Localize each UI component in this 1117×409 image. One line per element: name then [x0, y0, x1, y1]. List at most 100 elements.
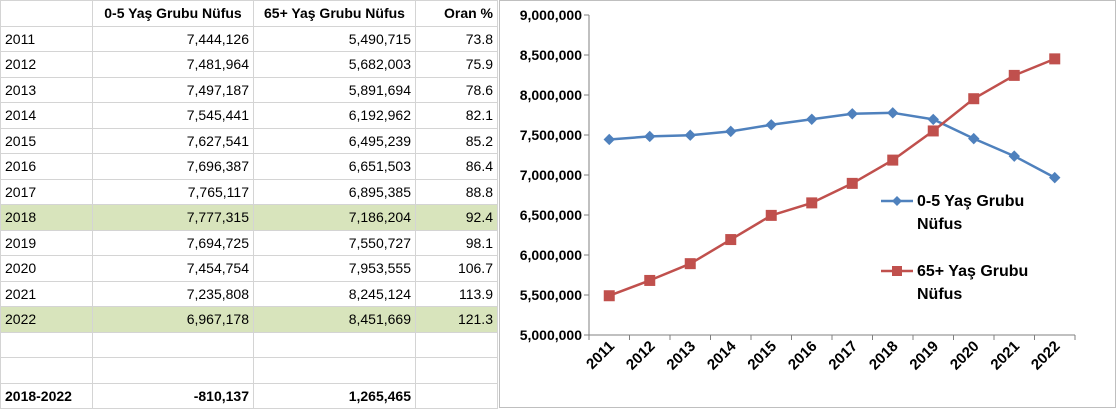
table-cell[interactable] [0, 331, 93, 358]
table-cell[interactable] [0, 357, 93, 384]
table-cell[interactable]: 5,682,003 [253, 51, 416, 78]
data-point [1008, 69, 1020, 81]
y-tick-label: 8,500,000 [520, 47, 582, 63]
table-cell[interactable]: 78.6 [415, 76, 498, 103]
table-cell[interactable]: 5,490,715 [253, 25, 416, 52]
data-point [887, 154, 899, 166]
table-cell[interactable] [92, 331, 254, 358]
table-cell[interactable] [0, 0, 93, 27]
data-point [1049, 53, 1061, 65]
table-total-row: 2018-2022 -810,137 1,265,465 [0, 382, 498, 409]
table-cell[interactable]: 7,550,727 [253, 229, 416, 256]
data-point [725, 234, 737, 246]
y-tick-label: 6,500,000 [520, 207, 582, 223]
data-point [846, 108, 858, 120]
table-cell[interactable]: 85.2 [415, 127, 498, 154]
table-cell[interactable]: 6,192,962 [253, 102, 416, 129]
table-cell[interactable]: 2022 [0, 306, 93, 333]
data-point [1008, 150, 1020, 162]
table-cell[interactable]: 2020 [0, 255, 93, 282]
table-cell[interactable] [415, 357, 498, 384]
table-cell[interactable]: 2011 [0, 25, 93, 52]
table-cell[interactable]: 7,481,964 [92, 51, 254, 78]
data-point [887, 107, 899, 119]
table-cell[interactable]: 7,545,441 [92, 102, 254, 129]
table-row: 2022 6,967,178 8,451,669 121.3 [0, 306, 498, 333]
series-line-1 [609, 111, 1056, 179]
table-cell[interactable]: 7,953,555 [253, 255, 416, 282]
table-cell[interactable]: 2016 [0, 153, 93, 180]
table-cell[interactable]: 8,245,124 [253, 280, 416, 307]
data-point [806, 197, 818, 209]
table-cell[interactable]: 5,891,694 [253, 76, 416, 103]
data-point [684, 258, 696, 270]
table-cell[interactable] [415, 331, 498, 358]
table-cell[interactable]: 6,651,503 [253, 153, 416, 180]
table-cell[interactable]: 113.9 [415, 280, 498, 307]
table-cell[interactable]: 2017 [0, 178, 93, 205]
table-cell[interactable]: 7,694,725 [92, 229, 254, 256]
data-point [846, 177, 858, 189]
table-cell[interactable]: 7,627,541 [92, 127, 254, 154]
y-tick-label: 7,500,000 [520, 127, 582, 143]
y-tick-label: 8,000,000 [520, 87, 582, 103]
empty-row [0, 331, 498, 358]
table-row: 2016 7,696,387 6,651,503 86.4 [0, 153, 498, 180]
table-row: 2018 7,777,315 7,186,204 92.4 [0, 204, 498, 231]
table-cell[interactable]: 7,444,126 [92, 25, 254, 52]
table-header-row: 0-5 Yaş Grubu Nüfus 65+ Yaş Grubu Nüfus Or… [0, 0, 498, 27]
data-point [1049, 171, 1061, 184]
data-point [927, 125, 939, 137]
table-cell[interactable]: Oran % [415, 0, 498, 27]
table-cell[interactable]: 92.4 [415, 204, 498, 231]
table-cell[interactable] [92, 357, 254, 384]
table-cell[interactable]: 2012 [0, 51, 93, 78]
table-cell[interactable] [253, 357, 416, 384]
data-point [603, 133, 615, 146]
data-point [644, 274, 656, 286]
table-cell[interactable]: 65+ Yaş Grubu Nüfus [253, 0, 416, 27]
table-cell[interactable]: 2021 [0, 280, 93, 307]
table-cell[interactable]: 7,186,204 [253, 204, 416, 231]
series-line-2 [608, 57, 1056, 297]
table-cell[interactable]: 2014 [0, 102, 93, 129]
table-cell[interactable]: 7,777,315 [92, 204, 254, 231]
table-cell[interactable]: 73.8 [415, 25, 498, 52]
table-row: 2015 7,627,541 6,495,239 85.2 [0, 127, 498, 154]
table-cell[interactable] [253, 331, 416, 358]
table-cell[interactable]: 88.8 [415, 178, 498, 205]
table-cell[interactable]: 0-5 Yaş Grubu Nüfus [92, 0, 254, 27]
table-cell[interactable]: 106.7 [415, 255, 498, 282]
legend-marker-2 [892, 266, 902, 276]
table-cell[interactable]: 2019 [0, 229, 93, 256]
table-cell[interactable]: 75.9 [415, 51, 498, 78]
table-cell[interactable]: 86.4 [415, 153, 498, 180]
table-cell[interactable]: 7,235,808 [92, 280, 254, 307]
table-cell[interactable]: 7,454,754 [92, 255, 254, 282]
line-chart: 5,000,000 5,500,000 6,000,000 6,500,000 7,00… [499, 0, 1116, 408]
table-cell[interactable]: 8,451,669 [253, 306, 416, 333]
table-cell[interactable] [415, 382, 498, 409]
table-cell[interactable]: 82.1 [415, 102, 498, 129]
table-cell[interactable]: 121.3 [415, 306, 498, 333]
table-cell[interactable]: 2018 [0, 204, 93, 231]
data-point [765, 209, 777, 221]
table-cell[interactable]: 6,895,385 [253, 178, 416, 205]
table-row: 2017 7,765,117 6,895,385 88.8 [0, 178, 498, 205]
table-cell[interactable]: 6,967,178 [92, 306, 254, 333]
table-cell[interactable]: 2013 [0, 76, 93, 103]
table-cell[interactable]: 2018-2022 [0, 382, 93, 409]
table-row: 2013 7,497,187 5,891,694 78.6 [0, 76, 498, 103]
empty-row [0, 357, 498, 384]
table-cell[interactable]: 98.1 [415, 229, 498, 256]
table-cell[interactable]: -810,137 [92, 382, 254, 409]
table-cell[interactable]: 2015 [0, 127, 93, 154]
legend-marker-1 [892, 196, 902, 206]
table-cell[interactable]: 7,765,117 [92, 178, 254, 205]
table-cell[interactable]: 7,497,187 [92, 76, 254, 103]
data-point [927, 113, 939, 126]
table-cell[interactable]: 1,265,465 [253, 382, 416, 409]
table-cell[interactable]: 7,696,387 [92, 153, 254, 180]
table-cell[interactable]: 6,495,239 [253, 127, 416, 154]
legend-label: Nüfus [917, 216, 962, 233]
